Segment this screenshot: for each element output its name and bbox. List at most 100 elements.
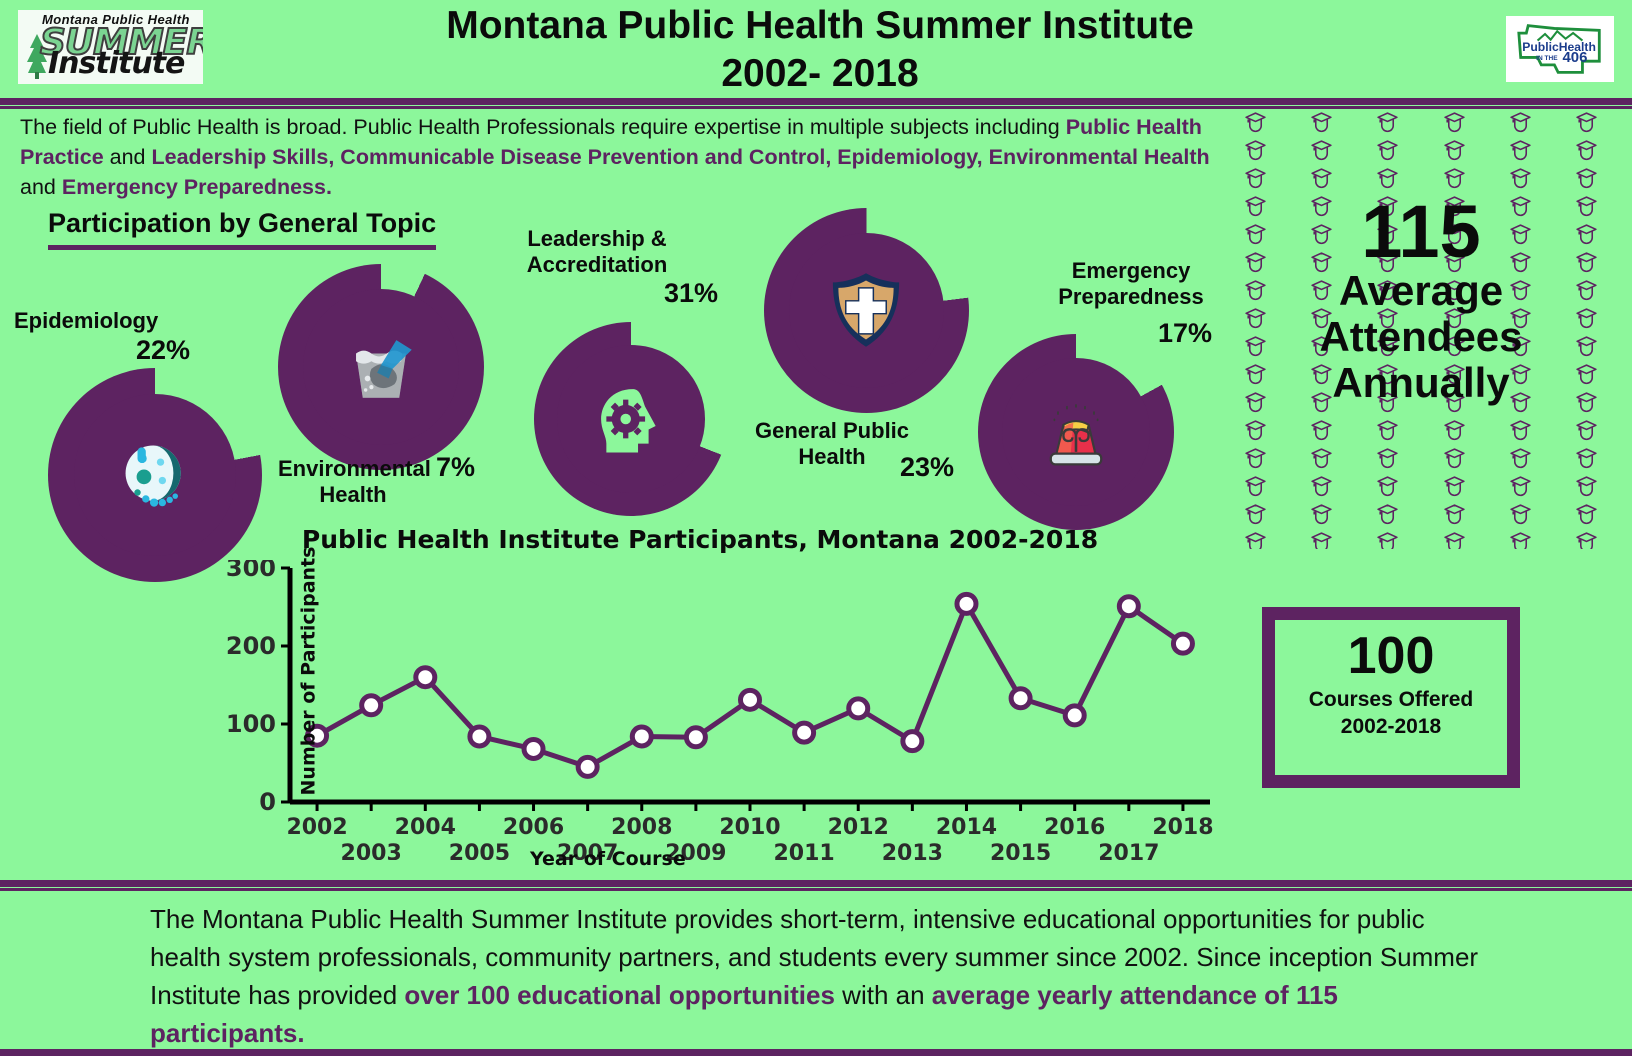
chart-x-tick-label: 2014 [936, 815, 997, 840]
chart-data-point [413, 665, 438, 690]
graduate-person-icon [1510, 448, 1531, 469]
donut-general-public-health [764, 208, 969, 413]
logo-line-2: SUMMER [39, 21, 203, 64]
courses-number: 100 [1347, 627, 1435, 685]
svg-text:PublicHealth: PublicHealth [1522, 40, 1596, 54]
logo-line-3: Institute [48, 46, 185, 81]
graduate-person-icon [1311, 504, 1332, 525]
lead-label-line1: Leadership & [527, 226, 667, 251]
graduate-person-icon [1245, 364, 1266, 385]
graduate-person-icon [1444, 364, 1465, 385]
footer-text-1: The Montana Public Health Summer Institu… [150, 904, 1479, 1010]
graduate-person-icon [1576, 308, 1597, 329]
header-divider [0, 98, 1632, 105]
chart-data-point [467, 724, 492, 749]
graduate-person-icon [1444, 280, 1465, 301]
graduate-person-icon [1444, 308, 1465, 329]
graduate-person-icon [1311, 420, 1332, 441]
graduate-person-icon [1245, 448, 1266, 469]
graduate-person-icon [1245, 308, 1266, 329]
chart-data-point [521, 736, 546, 761]
graduate-person-icon [1576, 196, 1597, 217]
graduate-person-icon [1444, 168, 1465, 189]
graduate-person-icon [1576, 168, 1597, 189]
courses-line-1: Courses Offered [1308, 688, 1474, 711]
chart-data-point [1062, 703, 1087, 728]
graduate-person-icon [1510, 392, 1531, 413]
summer-institute-logo: Montana Public Health SUMMER Institute [18, 10, 203, 84]
graduate-person-icon [1444, 224, 1465, 245]
gph-label-line1: General Public [754, 418, 910, 443]
graduate-person-icon [1311, 476, 1332, 497]
graduate-person-icon [1245, 476, 1266, 497]
donut-hole-environmental-health [302, 288, 460, 446]
donut-leadership-accreditation [534, 322, 728, 516]
donut-pct-emergency-preparedness: 17% [1158, 318, 1213, 348]
graduate-person-icon [1444, 532, 1465, 549]
graduate-person-icon [1245, 196, 1266, 217]
graduate-person-icon [1576, 392, 1597, 413]
graduate-person-icon [1444, 448, 1465, 469]
graduate-person-icon [1377, 168, 1398, 189]
graduate-person-icon [1377, 196, 1398, 217]
graduate-person-icon [1245, 252, 1266, 273]
shield-cross-icon [833, 273, 900, 348]
env-label-line1: Environmental [278, 456, 431, 481]
chart-x-tick-label: 2018 [1152, 815, 1213, 840]
chart-x-tick-label: 2003 [341, 841, 402, 860]
footer-divider-thin [0, 888, 1632, 891]
graduate-person-icon [1576, 532, 1597, 549]
graduate-person-icon [1576, 252, 1597, 273]
graduate-person-icon [1510, 252, 1531, 273]
donut-label-general-public-health: General Public Health [752, 418, 912, 470]
graduate-person-icon [1444, 476, 1465, 497]
intro-text-3: and [20, 175, 62, 199]
head-gear-icon [601, 389, 656, 453]
graduate-person-icon [1510, 532, 1531, 549]
chart-data-point [1170, 631, 1195, 656]
emp-label-line1: Emergency [1071, 258, 1191, 283]
logo-public-text: Public [1522, 40, 1559, 54]
graduate-person-icon [1377, 252, 1398, 273]
graduate-person-icon [1510, 112, 1531, 133]
intro-paragraph: The field of Public Health is broad. Pub… [20, 112, 1210, 202]
chart-line-series [314, 601, 1186, 770]
logo-health-text: Health [1559, 40, 1596, 54]
graduate-person-icon [1311, 112, 1332, 133]
chart-data-point [305, 723, 330, 748]
petri-dish-icon [125, 445, 181, 507]
average-attendees-panel: 115 Average Attendees Annually [1222, 104, 1620, 549]
chart-x-tick-label: 2002 [286, 815, 347, 840]
chart-data-point [954, 591, 979, 616]
logo-inthe-text: IN THE [1536, 55, 1558, 62]
graduate-icon-grid [1222, 104, 1620, 549]
graduate-person-icon [1576, 336, 1597, 357]
graduate-person-icon [1444, 420, 1465, 441]
graduate-person-icon [1444, 196, 1465, 217]
graduate-person-icon [1444, 140, 1465, 161]
chart-x-tick-label: 2012 [828, 815, 889, 840]
chart-data-point [1116, 594, 1141, 619]
donut-environmental-health [278, 264, 484, 470]
footer-bold-2: average yearly attendance of 115 partici… [150, 980, 1338, 1048]
page-header: Montana Public Health SUMMER Institute M… [0, 0, 1632, 98]
graduate-person-icon [1311, 364, 1332, 385]
chart-data-point [359, 693, 384, 718]
graduate-person-icon [1311, 140, 1332, 161]
chart-x-tick-label: 2006 [503, 815, 564, 840]
graduate-person-icon [1245, 504, 1266, 525]
graduate-person-icon [1510, 140, 1531, 161]
graduate-person-icon [1311, 280, 1332, 301]
footer-bold-1: over 100 educational opportunities [404, 980, 835, 1010]
chart-x-tick-label: 2011 [774, 841, 835, 860]
graduate-person-icon [1510, 336, 1531, 357]
donut-hole-leadership-accreditation [557, 345, 705, 493]
graduate-person-icon [1510, 168, 1531, 189]
intro-text-2: and [103, 145, 152, 169]
chart-data-point [792, 720, 817, 745]
donut-label-epidemiology: Epidemiology [14, 308, 159, 333]
participants-line-chart: Number of Participants Year of Course 0 1… [200, 547, 1220, 880]
graduate-person-icon [1576, 140, 1597, 161]
graduate-person-icon [1510, 308, 1531, 329]
graduate-person-icon [1377, 336, 1398, 357]
